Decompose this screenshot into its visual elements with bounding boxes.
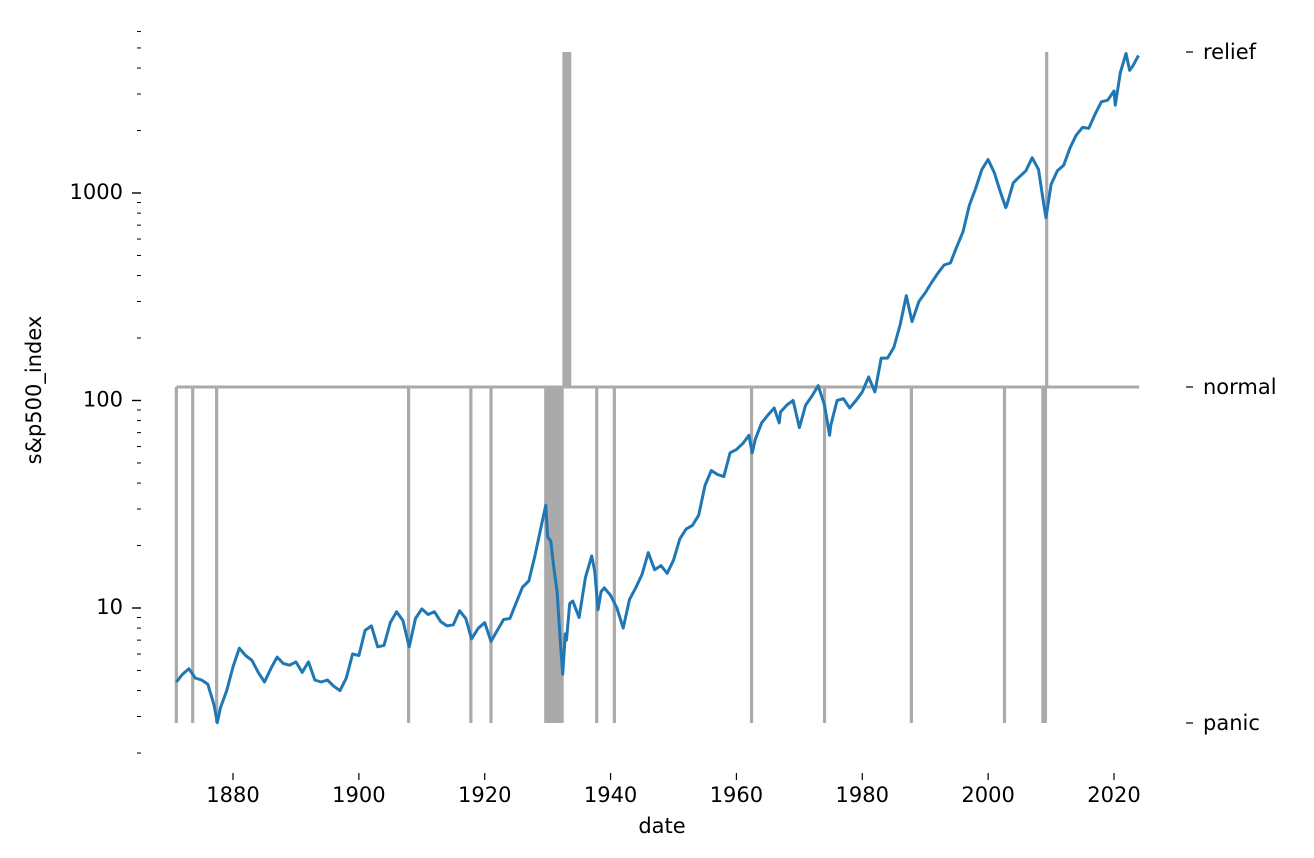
y-axis-title: s&p500_index <box>22 316 47 465</box>
right-tick-label-relief: relief <box>1203 40 1257 64</box>
x-tick-label: 1900 <box>332 783 385 807</box>
sp500-line <box>175 52 1140 725</box>
x-tick-label: 1980 <box>836 783 889 807</box>
regime-series <box>174 52 1140 723</box>
x-axis: 1880 1900 1920 1940 1960 1980 2000 2020 <box>206 773 1141 807</box>
sp500-series <box>175 52 1140 725</box>
y-axis-left: 10 100 1000 <box>70 31 141 754</box>
x-tick-label: 2000 <box>961 783 1014 807</box>
y-tick-label: 10 <box>96 595 123 619</box>
y-axis-right: panic normal relief <box>1186 40 1277 735</box>
right-tick-label-panic: panic <box>1203 711 1260 735</box>
x-tick-label: 1880 <box>206 783 259 807</box>
y-tick-label: 1000 <box>70 180 123 204</box>
y-tick-label: 100 <box>83 388 123 412</box>
x-axis-title: date <box>638 814 685 838</box>
x-tick-label: 1940 <box>584 783 637 807</box>
x-tick-label: 1920 <box>458 783 511 807</box>
x-tick-label: 2020 <box>1087 783 1140 807</box>
x-tick-label: 1960 <box>710 783 763 807</box>
right-tick-label-normal: normal <box>1203 375 1277 399</box>
